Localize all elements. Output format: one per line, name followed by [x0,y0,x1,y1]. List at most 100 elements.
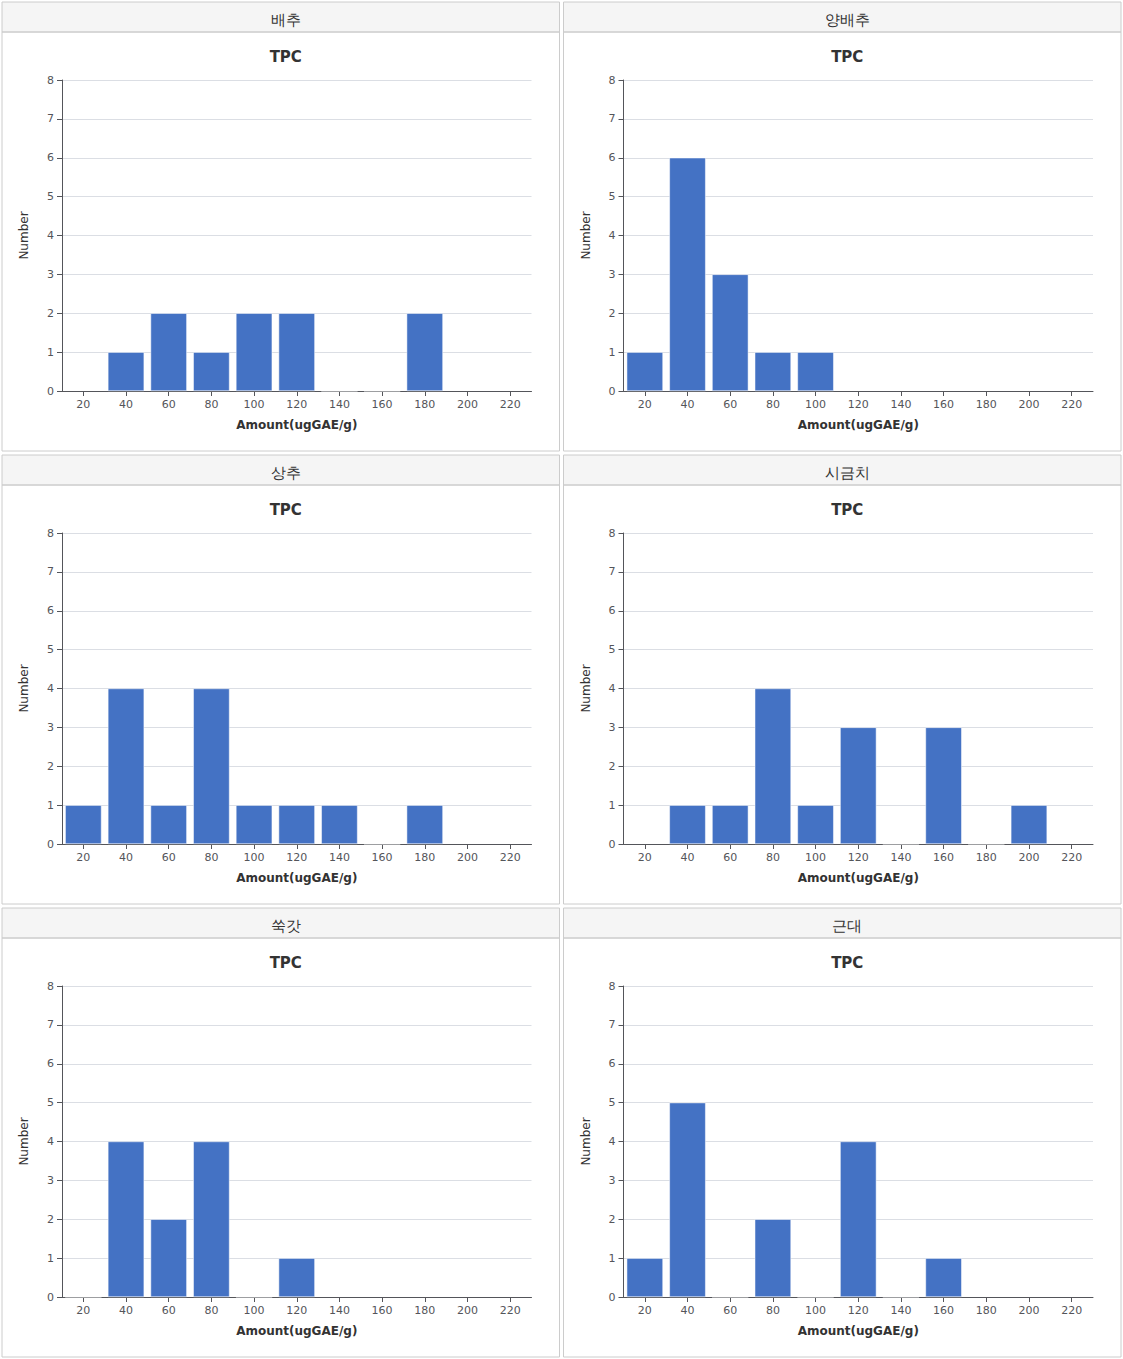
svg-text:Number: Number [579,211,593,259]
svg-text:2: 2 [47,307,54,320]
svg-text:40: 40 [119,398,133,411]
svg-text:100: 100 [805,1304,826,1317]
svg-text:1: 1 [47,1252,54,1265]
svg-text:8: 8 [47,527,54,540]
svg-text:20: 20 [76,398,90,411]
svg-text:140: 140 [329,398,350,411]
svg-text:220: 220 [1061,398,1082,411]
svg-text:6: 6 [47,151,54,164]
svg-text:1: 1 [609,799,616,812]
svg-text:상추: 상추 [271,464,301,482]
svg-text:80: 80 [766,398,780,411]
svg-text:80: 80 [766,1304,780,1317]
svg-text:1: 1 [47,346,54,359]
svg-text:3: 3 [47,1174,54,1187]
svg-text:120: 120 [286,1304,307,1317]
svg-text:4: 4 [609,682,616,695]
svg-text:5: 5 [47,190,54,203]
svg-text:160: 160 [372,851,393,864]
svg-text:220: 220 [1061,851,1082,864]
svg-text:40: 40 [119,1304,133,1317]
svg-text:7: 7 [609,565,616,578]
svg-text:200: 200 [1018,851,1039,864]
svg-text:200: 200 [1018,398,1039,411]
svg-text:180: 180 [414,851,435,864]
svg-text:4: 4 [47,682,54,695]
svg-text:근대: 근대 [832,917,862,935]
svg-text:60: 60 [162,1304,176,1317]
svg-text:40: 40 [681,851,695,864]
svg-text:20: 20 [76,851,90,864]
svg-text:60: 60 [723,1304,737,1317]
svg-text:40: 40 [119,851,133,864]
svg-text:60: 60 [723,851,737,864]
svg-text:60: 60 [162,851,176,864]
svg-text:2: 2 [609,760,616,773]
svg-text:4: 4 [47,229,54,242]
svg-text:180: 180 [414,1304,435,1317]
svg-text:40: 40 [681,1304,695,1317]
svg-text:Number: Number [579,664,593,712]
svg-text:6: 6 [609,604,616,617]
svg-text:120: 120 [286,851,307,864]
svg-text:TPC: TPC [270,501,302,519]
svg-text:5: 5 [609,190,616,203]
svg-text:160: 160 [933,1304,954,1317]
svg-text:80: 80 [204,851,218,864]
svg-text:180: 180 [976,1304,997,1317]
svg-text:Number: Number [17,664,31,712]
svg-text:8: 8 [47,980,54,993]
svg-text:0: 0 [609,838,616,851]
svg-text:0: 0 [47,1291,54,1304]
svg-text:140: 140 [890,398,911,411]
svg-text:6: 6 [47,604,54,617]
svg-text:2: 2 [47,1213,54,1226]
svg-text:5: 5 [47,1096,54,1109]
svg-text:20: 20 [638,851,652,864]
svg-text:140: 140 [890,851,911,864]
svg-text:7: 7 [609,1018,616,1031]
svg-text:8: 8 [47,74,54,87]
svg-text:100: 100 [805,851,826,864]
svg-text:7: 7 [47,565,54,578]
svg-text:200: 200 [457,851,478,864]
svg-text:60: 60 [723,398,737,411]
svg-text:20: 20 [638,1304,652,1317]
svg-text:2: 2 [609,307,616,320]
svg-text:2: 2 [609,1213,616,1226]
svg-text:220: 220 [500,851,521,864]
svg-text:80: 80 [766,851,780,864]
svg-text:Amount(ugGAE/g): Amount(ugGAE/g) [236,871,357,885]
svg-text:160: 160 [372,398,393,411]
svg-text:140: 140 [329,851,350,864]
svg-text:140: 140 [329,1304,350,1317]
svg-text:0: 0 [609,385,616,398]
svg-text:TPC: TPC [831,48,863,66]
svg-text:200: 200 [1018,1304,1039,1317]
svg-text:Amount(ugGAE/g): Amount(ugGAE/g) [798,871,919,885]
svg-text:180: 180 [976,851,997,864]
svg-text:1: 1 [609,346,616,359]
svg-text:배추: 배추 [271,11,301,29]
svg-text:TPC: TPC [831,501,863,519]
svg-text:4: 4 [609,229,616,242]
svg-text:60: 60 [162,398,176,411]
svg-text:쑥갓: 쑥갓 [271,917,301,935]
svg-text:3: 3 [609,721,616,734]
svg-text:3: 3 [609,1174,616,1187]
svg-text:220: 220 [500,1304,521,1317]
svg-text:TPC: TPC [270,954,302,972]
svg-text:2: 2 [47,760,54,773]
svg-text:80: 80 [204,398,218,411]
svg-text:220: 220 [500,398,521,411]
svg-text:160: 160 [933,398,954,411]
svg-text:0: 0 [47,838,54,851]
svg-text:0: 0 [609,1291,616,1304]
svg-text:100: 100 [244,851,265,864]
svg-text:1: 1 [47,799,54,812]
svg-text:120: 120 [848,851,869,864]
svg-text:120: 120 [848,1304,869,1317]
svg-text:80: 80 [204,1304,218,1317]
svg-text:6: 6 [47,1057,54,1070]
svg-text:Amount(ugGAE/g): Amount(ugGAE/g) [236,418,357,432]
